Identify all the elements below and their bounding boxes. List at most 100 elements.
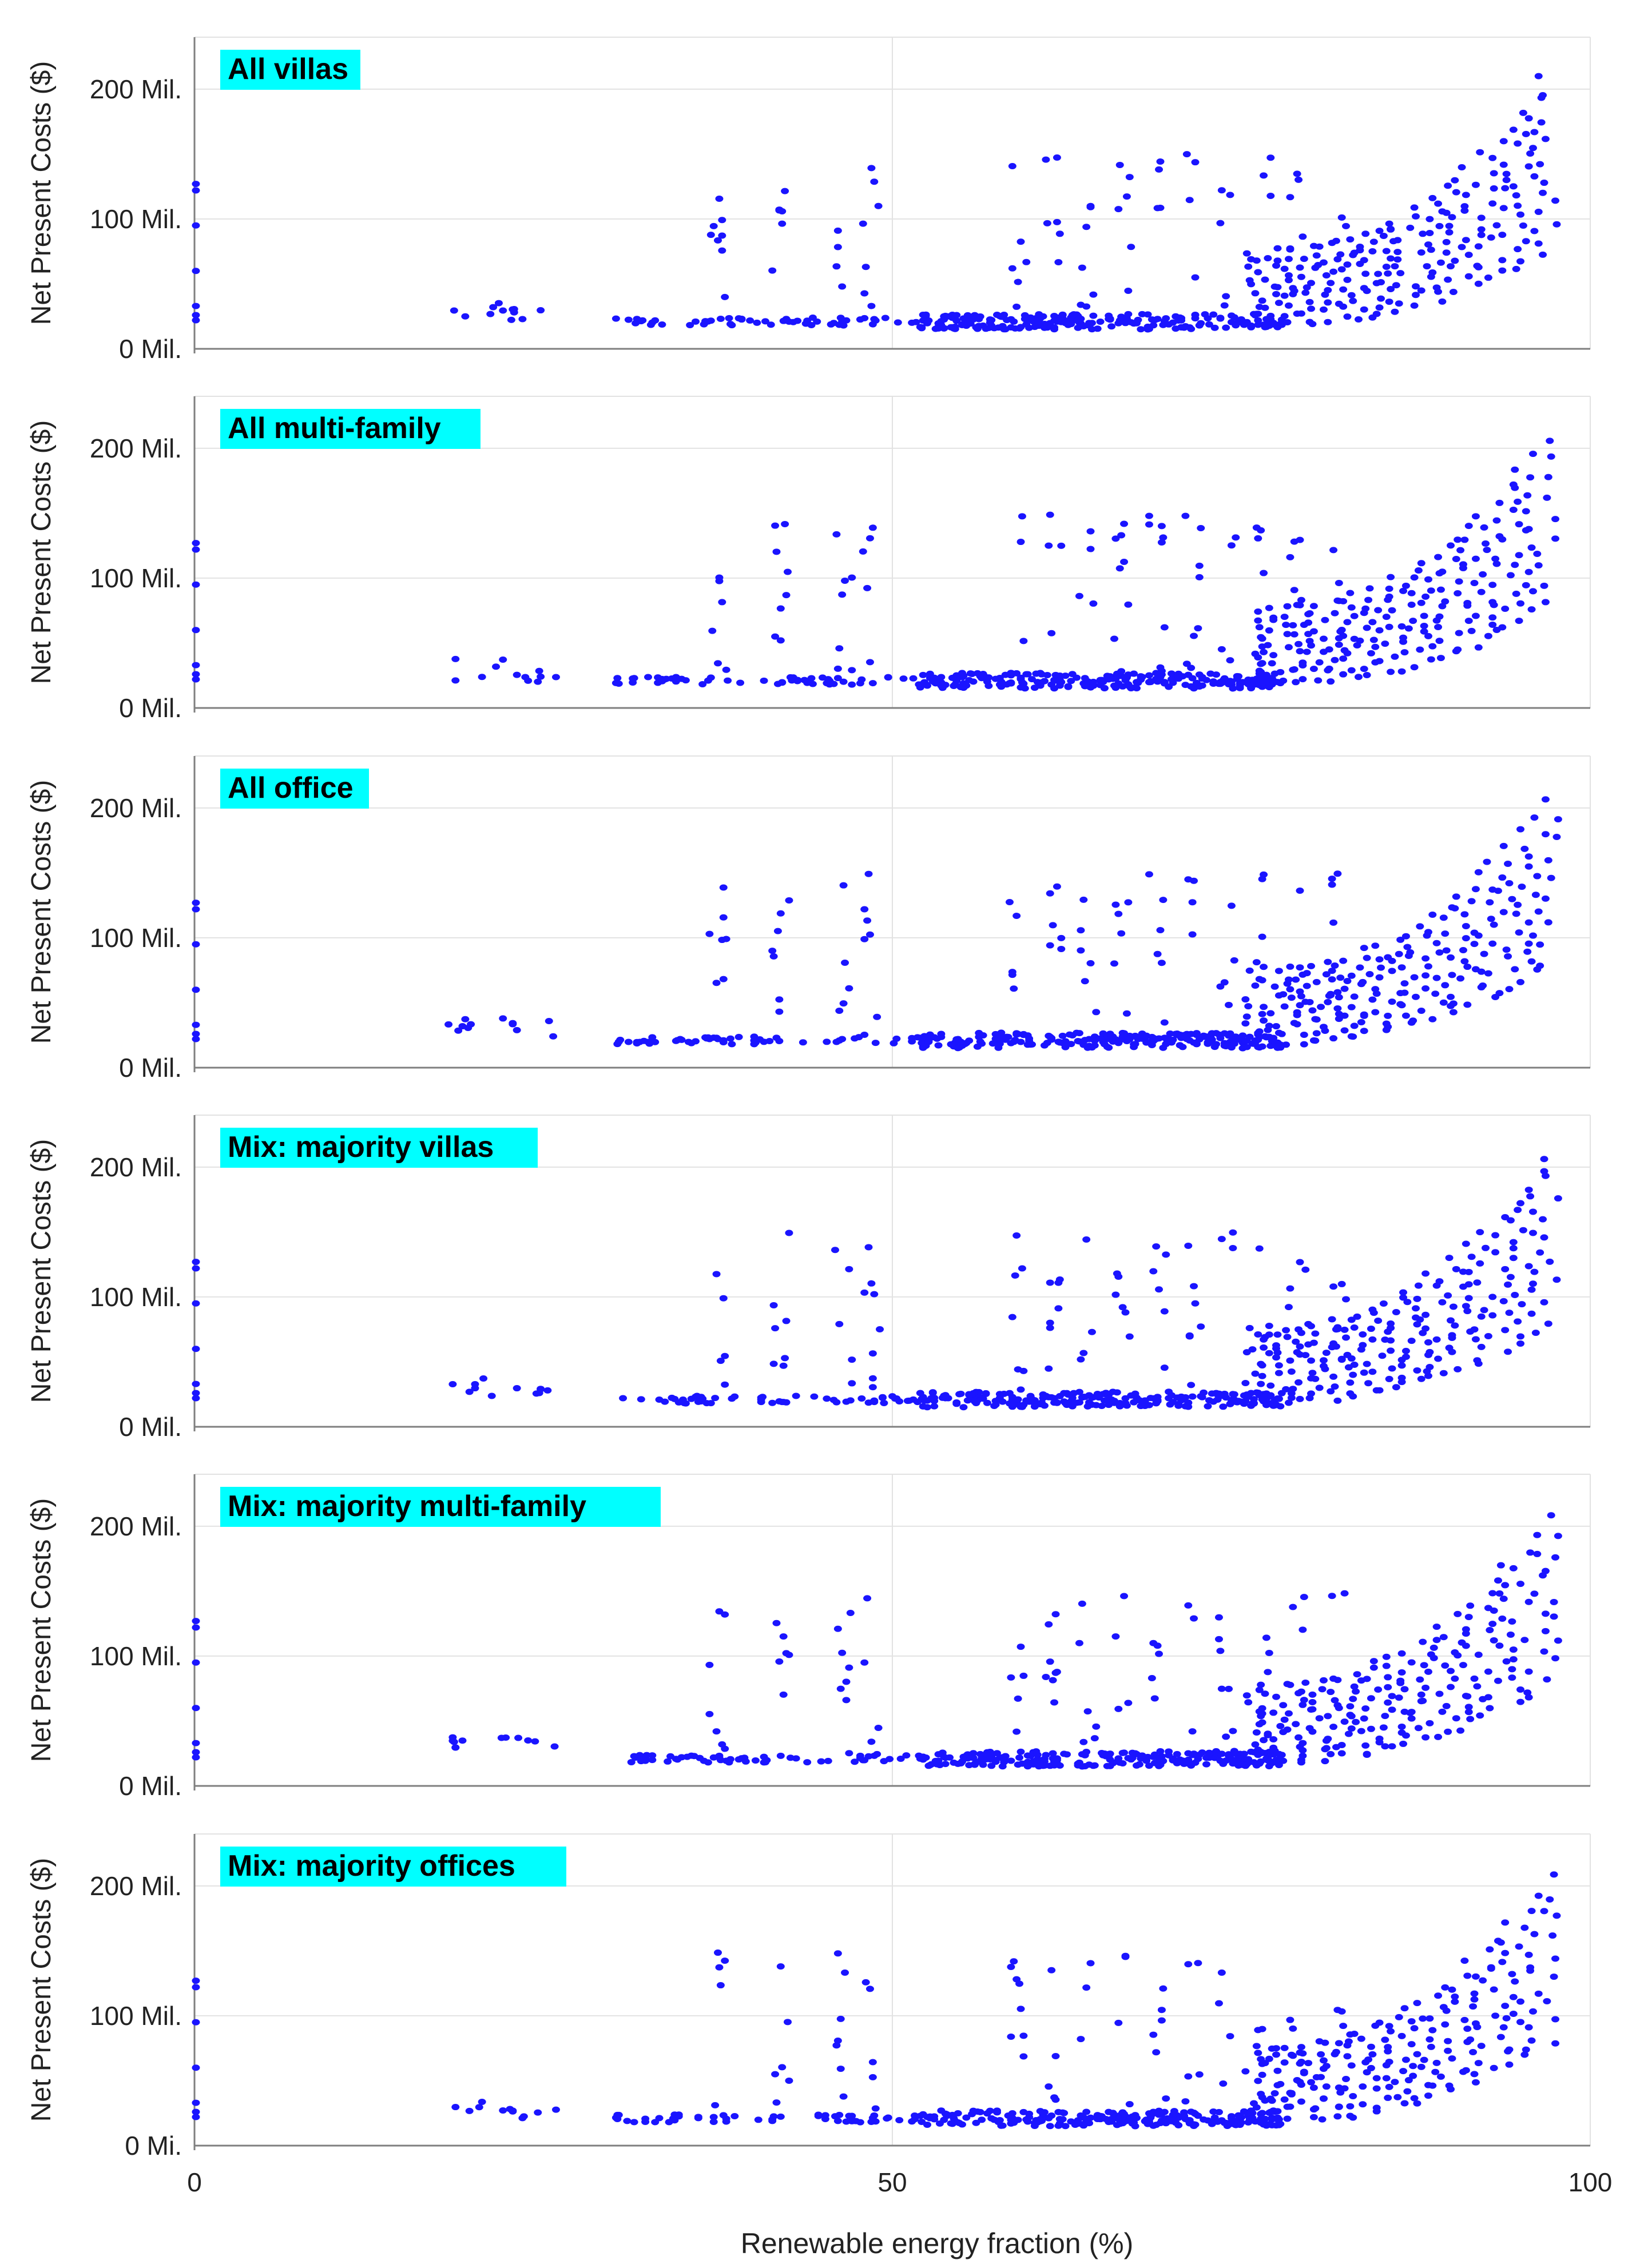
data-point [867, 165, 876, 172]
data-point [1232, 534, 1240, 541]
data-point [1319, 1024, 1328, 1030]
data-point [1230, 1391, 1238, 1398]
data-point [550, 1743, 559, 1750]
data-point [1086, 202, 1095, 209]
data-point [1296, 1395, 1304, 1402]
data-point [1145, 871, 1153, 878]
data-point [1447, 993, 1455, 1000]
data-point [1110, 960, 1118, 967]
data-point [1444, 2047, 1452, 2054]
data-point [1254, 317, 1262, 324]
data-point [1049, 1677, 1057, 1684]
data-point [772, 1620, 781, 1626]
data-point [1258, 1396, 1266, 1403]
data-point [976, 2108, 984, 2115]
data-point [1049, 922, 1057, 929]
data-point [1303, 970, 1311, 977]
data-point [947, 2120, 955, 2127]
data-point [1543, 1676, 1551, 1683]
data-point [1038, 679, 1046, 686]
data-point [706, 232, 715, 238]
data-point [1436, 655, 1445, 662]
data-point [1092, 1723, 1101, 1730]
data-point [1522, 130, 1530, 137]
data-point [1113, 1389, 1121, 1396]
data-point [983, 2110, 991, 2117]
data-point [1216, 1648, 1225, 1654]
data-point [1397, 2032, 1406, 2039]
data-point [192, 1021, 200, 1028]
data-point [1524, 919, 1533, 926]
data-point [1007, 670, 1015, 677]
data-point [1377, 295, 1385, 302]
data-point [835, 645, 844, 652]
data-point [1079, 1350, 1088, 1356]
data-point [1495, 1642, 1504, 1649]
data-point [918, 2118, 926, 2125]
data-point [1311, 1016, 1320, 1022]
data-point [1152, 1243, 1161, 1250]
data-point [1359, 2083, 1367, 2090]
data-point [1385, 2023, 1393, 2030]
data-point [1339, 957, 1348, 964]
data-point [841, 577, 849, 584]
data-point [1435, 222, 1444, 229]
data-point [1118, 2120, 1127, 2127]
data-point [1344, 1364, 1353, 1371]
data-point [1357, 2035, 1365, 2042]
data-point [1260, 964, 1268, 970]
data-point [1374, 1317, 1383, 1324]
data-point [1421, 1311, 1430, 1318]
data-point [1526, 1549, 1535, 1556]
data-point [1188, 1728, 1197, 1735]
data-point [1233, 673, 1241, 679]
data-point [1195, 322, 1204, 329]
data-point [1241, 2068, 1250, 2075]
data-point [1447, 1317, 1455, 1324]
data-point [1439, 2004, 1448, 2011]
data-point [1120, 1593, 1129, 1599]
data-point [1534, 1990, 1543, 1997]
data-point [1516, 1698, 1524, 1705]
data-point [1349, 1371, 1357, 1378]
data-point [919, 1753, 927, 1760]
data-point [1354, 674, 1363, 681]
data-point [860, 936, 869, 942]
data-point [1039, 2111, 1047, 2118]
data-point [1160, 1364, 1169, 1371]
data-point [1113, 1270, 1121, 1277]
data-point [1283, 1681, 1292, 1688]
data-point [1391, 2079, 1399, 2086]
data-point [976, 1038, 984, 1045]
data-point [1296, 1259, 1304, 1266]
data-point [451, 2104, 460, 2111]
data-point [1460, 536, 1469, 543]
data-point [714, 1949, 722, 1956]
data-point [1333, 1397, 1342, 1404]
data-point [1511, 466, 1519, 473]
data-point [1016, 1386, 1025, 1393]
data-point [1165, 1748, 1173, 1755]
data-point [1473, 262, 1482, 269]
data-point [1315, 1715, 1324, 1722]
data-point [1159, 534, 1168, 541]
data-point [1068, 671, 1077, 678]
data-point [1252, 959, 1261, 966]
data-point [1438, 208, 1447, 215]
data-point [1527, 606, 1536, 613]
data-point [1548, 1932, 1557, 1939]
data-point [1007, 2116, 1015, 2123]
data-point [1419, 230, 1427, 237]
data-point [1514, 901, 1522, 908]
data-point [1124, 1700, 1133, 1706]
data-point [1331, 1383, 1339, 1390]
data-point [1159, 1044, 1168, 1051]
data-point [779, 1362, 788, 1369]
data-point [658, 321, 666, 328]
data-point [1388, 607, 1396, 614]
data-point [1387, 669, 1395, 675]
data-point [1010, 985, 1018, 992]
data-point [467, 1021, 475, 1028]
data-point [1523, 1689, 1532, 1696]
data-point [1404, 2077, 1413, 2084]
